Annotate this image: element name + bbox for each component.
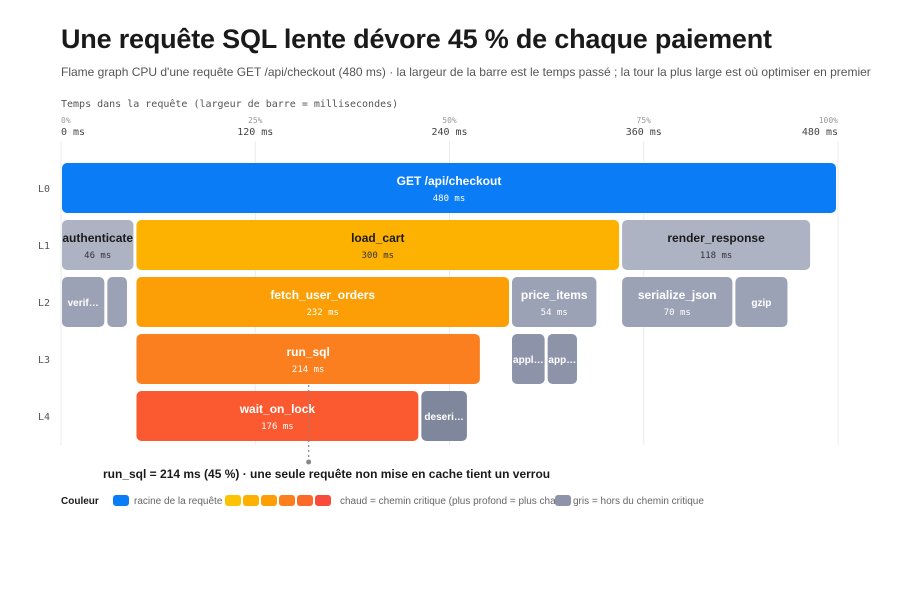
frame-value-label: 214 ms: [292, 365, 325, 375]
legend-swatch-root: [113, 495, 129, 506]
flame-frame: [622, 220, 811, 270]
frame-label: serialize_json: [638, 288, 717, 302]
x-tick-pct-label: 100%: [819, 116, 838, 125]
x-tick-label: 240 ms: [431, 127, 467, 138]
legend-swatch-hot: [261, 495, 277, 506]
x-tick-label: 0 ms: [61, 127, 85, 138]
flame-frame: [107, 277, 127, 327]
legend-swatch-hot: [243, 495, 259, 506]
level-label: L1: [38, 241, 50, 252]
annotation-dot: [306, 459, 312, 465]
level-label: L3: [38, 355, 50, 366]
frame-label: appl…: [513, 355, 544, 366]
level-label: L0: [38, 184, 50, 195]
flame-frame: [62, 220, 134, 270]
x-tick-pct-label: 25%: [248, 116, 263, 125]
flame-frame: [136, 220, 620, 270]
legend-swatch-hot: [315, 495, 331, 506]
chart-subtitle: Flame graph CPU d'une requête GET /api/c…: [61, 65, 871, 79]
frame-label: deseri…: [424, 412, 463, 423]
x-tick-label: 120 ms: [237, 127, 273, 138]
frame-value-label: 46 ms: [84, 251, 111, 261]
flame-frame: [735, 277, 788, 327]
frame-value-label: 232 ms: [306, 308, 339, 318]
frame-value-label: 300 ms: [362, 251, 395, 261]
legend-swatch-hot: [297, 495, 313, 506]
legend-swatch-hot: [279, 495, 295, 506]
frame-label: fetch_user_orders: [270, 288, 375, 302]
frame-label: price_items: [521, 288, 588, 302]
annotation-text: run_sql = 214 ms (45 %) · une seule requ…: [103, 467, 550, 481]
x-tick-label: 360 ms: [626, 127, 662, 138]
flame-frame: [62, 277, 105, 327]
flame-frame: [622, 277, 733, 327]
x-tick-pct-label: 75%: [637, 116, 652, 125]
level-label: L4: [38, 412, 50, 423]
frame-label: app…: [548, 355, 576, 366]
legend: Couleur racine de la requête chaud = che…: [61, 495, 861, 509]
legend-label-cold: gris = hors du chemin critique: [573, 496, 704, 507]
x-tick-pct-label: 0%: [61, 116, 71, 125]
flame-frame: [547, 334, 577, 384]
flame-frame: [136, 334, 480, 384]
legend-label-hot: chaud = chemin critique (plus profond = …: [340, 496, 571, 507]
flame-frame: [136, 391, 419, 441]
chart-title: Une requête SQL lente dévore 45 % de cha…: [61, 24, 772, 54]
frame-label: load_cart: [351, 231, 404, 245]
frame-label: authenticate: [62, 231, 133, 245]
frame-value-label: 70 ms: [664, 308, 691, 318]
legend-label-root: racine de la requête: [134, 496, 223, 507]
flame-frame: [421, 391, 467, 441]
legend-title: Couleur: [61, 496, 99, 507]
frame-label: GET /api/checkout: [397, 174, 502, 188]
flame-frame: [512, 277, 597, 327]
frame-value-label: 118 ms: [700, 251, 733, 261]
frame-value-label: 480 ms: [433, 194, 466, 204]
flame-frame: [512, 334, 545, 384]
frame-value-label: 176 ms: [261, 422, 294, 432]
frame-label: gzip: [751, 298, 771, 309]
frame-label: wait_on_lock: [239, 402, 316, 416]
x-tick-pct-label: 50%: [442, 116, 457, 125]
x-tick-label: 480 ms: [802, 127, 838, 138]
flame-frame: [136, 277, 510, 327]
frame-label: render_response: [667, 231, 765, 245]
frame-value-label: 54 ms: [541, 308, 568, 318]
frame-label: run_sql: [286, 345, 329, 359]
legend-swatch-cold: [555, 495, 571, 506]
level-label: L2: [38, 298, 50, 309]
flame-frame: [62, 163, 836, 213]
legend-swatch-hot: [225, 495, 241, 506]
frame-label: verif…: [68, 298, 99, 309]
x-axis-label: Temps dans la requête (largeur de barre …: [61, 98, 398, 110]
